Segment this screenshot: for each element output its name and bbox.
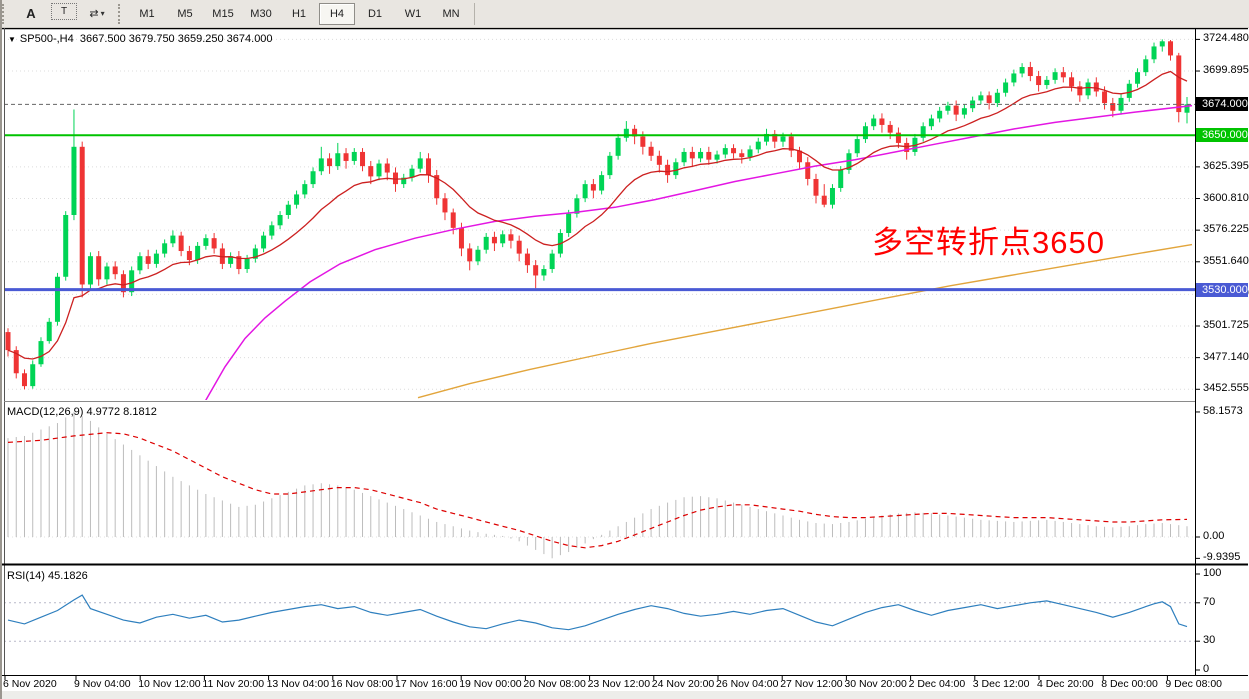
window-left-border (0, 0, 2, 699)
price-tick-label: 3625.395 (1203, 159, 1249, 172)
toolbar-drag-handle[interactable] (2, 3, 9, 24)
price-tick-label: 3477.140 (1203, 350, 1249, 363)
time-tick-label: 3 Dec 12:00 (972, 678, 1030, 690)
timeframe-button-m30[interactable]: M30 (250, 7, 272, 20)
price-badge-current-price: 3674.000 (1196, 97, 1248, 112)
timeframe-button-d1[interactable]: D1 (367, 7, 383, 20)
price-tick-label: 3452.555 (1203, 382, 1249, 395)
time-tick-label: 13 Nov 04:00 (266, 678, 330, 690)
timeframe-button-m1[interactable]: M1 (139, 7, 155, 20)
time-tick-label: 4 Dec 20:00 (1037, 678, 1094, 690)
timeframe-button-h4[interactable]: H4 (319, 2, 355, 25)
time-tick-label: 9 Dec 08:00 (1165, 678, 1223, 690)
macd-tick-label: 0.00 (1203, 530, 1225, 542)
text-label-tool-button[interactable]: A (26, 6, 36, 21)
macd-indicator-label: MACD(12,26,9) 4.9772 8.1812 (7, 406, 157, 418)
time-tick-label: 30 Nov 20:00 (844, 678, 907, 690)
symbol-label: SP500-,H4 (19, 33, 74, 45)
timeframe-button-mn[interactable]: MN (442, 7, 460, 20)
price-badge-green-hline: 3650.000 (1196, 128, 1248, 143)
bottom-tab-strip (0, 691, 1249, 699)
time-tick-label: 24 Nov 20:00 (651, 678, 715, 690)
text-box-tool-button[interactable]: T (51, 2, 77, 20)
time-tick-label: 9 Nov 04:00 (74, 678, 131, 690)
time-tick-label: 16 Nov 08:00 (330, 678, 394, 690)
time-tick-label: 20 Nov 08:00 (523, 678, 586, 690)
price-tick-label: 3501.725 (1203, 319, 1249, 331)
rsi-tick-label: 30 (1203, 634, 1216, 647)
price-tick-label: 3551.640 (1203, 254, 1249, 267)
symbol-dropdown-icon[interactable]: ▼ (8, 35, 16, 44)
price-badge-blue-hline: 3530.000 (1196, 282, 1248, 297)
time-tick-label: 23 Nov 12:00 (587, 678, 651, 690)
chart-text-annotation[interactable]: 多空转折点3650 (872, 225, 1105, 260)
time-tick-label: 19 Nov 00:00 (459, 678, 522, 690)
macd-tick-label: -9.9395 (1203, 551, 1241, 564)
toolbar-separator (474, 2, 475, 25)
time-tick-label: 8 Dec 00:00 (1101, 678, 1158, 690)
timeframe-button-m5[interactable]: M5 (177, 7, 193, 20)
ohlc-values: 3667.500 3679.750 3659.250 3674.000 (79, 33, 273, 45)
time-tick-label: 6 Nov 2020 (3, 678, 57, 690)
macd-tick-label: 58.1573 (1203, 404, 1243, 417)
rsi-indicator-label: RSI(14) 45.1826 (7, 570, 88, 582)
price-tick-label: 3724.480 (1203, 32, 1249, 45)
rsi-tick-label: 70 (1203, 595, 1216, 608)
rsi-tick-label: 0 (1203, 663, 1210, 675)
price-tick-label: 3699.895 (1203, 64, 1249, 77)
toolbar: A T ⇄ ▾ M1 M5 M15 M30 H1 H4 D1 W1 MN (0, 0, 1249, 28)
dropdown-caret-icon[interactable]: ▾ (100, 9, 105, 18)
timeframe-button-w1[interactable]: W1 (404, 7, 422, 20)
timeframe-button-group: M1 M5 M15 M30 H1 H4 D1 W1 MN (128, 2, 470, 25)
timeframe-button-m15[interactable]: M15 (212, 7, 234, 20)
time-tick-label: 2 Dec 04:00 (908, 678, 966, 690)
arrange-tool-button[interactable]: ⇄ ▾ (89, 8, 105, 20)
price-tick-label: 3576.225 (1203, 223, 1249, 236)
price-tick-label: 3600.810 (1203, 191, 1249, 204)
rsi-tick-label: 100 (1203, 567, 1222, 579)
timeframe-button-h1[interactable]: H1 (291, 7, 307, 20)
chart-title: ▼ SP500-,H4 3667.500 3679.750 3659.250 36… (8, 33, 273, 45)
time-tick-label: 17 Nov 16:00 (395, 678, 458, 690)
time-tick-label: 26 Nov 04:00 (716, 678, 779, 690)
tool-button-group: A T ⇄ ▾ (12, 2, 116, 25)
time-tick-label: 27 Nov 12:00 (780, 678, 843, 690)
time-tick-label: 10 Nov 12:00 (138, 678, 201, 690)
toolbar-drag-handle-2[interactable] (118, 3, 125, 24)
time-tick-label: 11 Nov 20:00 (202, 678, 265, 690)
